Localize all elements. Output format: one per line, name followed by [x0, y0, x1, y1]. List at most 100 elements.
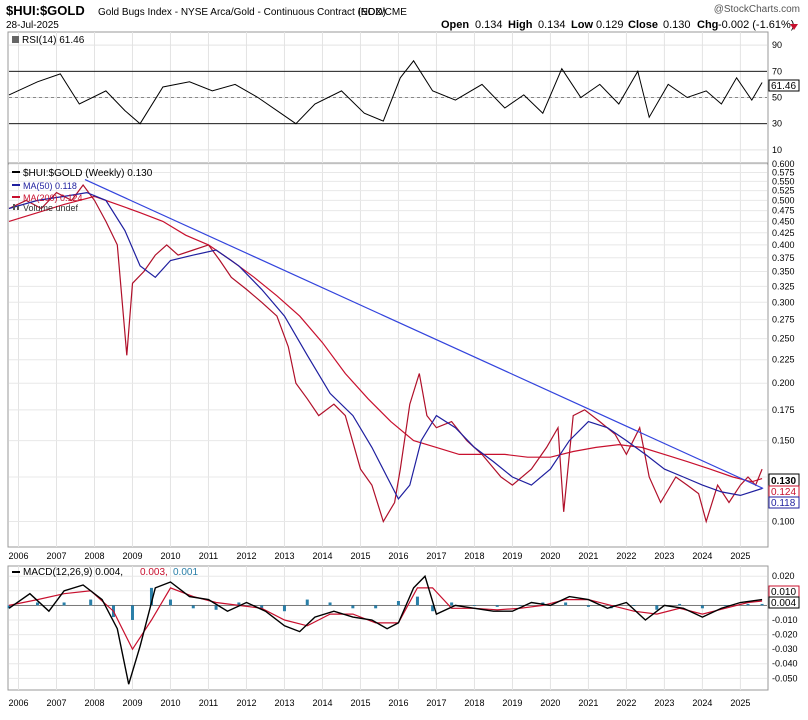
rsi-panel	[8, 59, 767, 125]
price-tick-label: 0.150	[772, 436, 795, 446]
x-tick-label: 2016	[388, 698, 408, 708]
price-tick-label: 0.425	[772, 228, 795, 238]
ma200-line	[8, 195, 763, 483]
x-tick-label: 2022	[616, 698, 636, 708]
rsi-legend: RSI(14) 61.46	[12, 35, 85, 46]
price-value-tags: 0.130 0.124 0.118	[768, 473, 800, 509]
macd-histogram-bar	[586, 605, 590, 607]
macd-histogram-bar	[7, 605, 11, 609]
price-tick-label: 0.200	[772, 378, 795, 388]
x-tick-label: 2019	[502, 698, 522, 708]
x-tick-label: 2023	[654, 551, 674, 561]
x-tick-label: 2020	[540, 551, 560, 561]
macd-histogram-bar	[518, 605, 522, 606]
x-tick-label: 2013	[274, 551, 294, 561]
x-tick-label: 2014	[312, 551, 332, 561]
price-tick-label: 0.525	[772, 186, 795, 196]
legend-volume-swatch	[13, 204, 15, 210]
x-tick-label: 2015	[350, 551, 370, 561]
price-tick-label: 0.475	[772, 206, 795, 216]
macd-histogram-bar	[237, 602, 241, 606]
macd-histogram-bar	[655, 605, 659, 610]
x-tick-label: 2019	[502, 551, 522, 561]
chg-label: Chg	[697, 19, 718, 31]
x-tick-label: 2011	[199, 551, 218, 561]
macd-histogram-bar	[130, 605, 134, 620]
price-tick-label: 0.175	[772, 405, 795, 415]
ma50-current-value: 0.118	[771, 498, 796, 509]
macd-histogram-bar	[678, 603, 682, 606]
macd-histogram-bar	[632, 605, 636, 606]
legend-histogram: 0.001	[173, 567, 198, 578]
x-tick-label: 2016	[388, 551, 408, 561]
macd-histogram-bar	[191, 605, 195, 609]
x-tick-label: 2024	[692, 551, 712, 561]
price-tick-label: 0.400	[772, 240, 795, 250]
date-label: 28-Jul-2025	[6, 20, 59, 31]
macd-histogram-bar	[149, 587, 153, 606]
macd-histogram-bar	[282, 605, 286, 612]
low-value: 0.129	[596, 19, 624, 31]
macd-tick-label: -0.040	[772, 659, 798, 669]
price-tick-label: 0.600	[772, 159, 795, 169]
x-tick-label: 2022	[616, 551, 636, 561]
x-tick-label: 2007	[46, 551, 66, 561]
x-tick-label: 2025	[730, 551, 750, 561]
x-tick-label: 2021	[578, 698, 598, 708]
macd-histogram-bar	[415, 596, 419, 606]
close-label: Close	[628, 19, 658, 31]
rsi-tick-label: 50	[772, 93, 782, 103]
macd-histogram-bar	[760, 603, 764, 606]
macd-histogram-bar	[214, 605, 218, 610]
x-tick-label: 2023	[654, 698, 674, 708]
rsi-value-tag: 61.46	[768, 79, 800, 92]
x-tick-label: 2013	[274, 698, 294, 708]
chart-header: $HUI:$GOLD Gold Bugs Index - NYSE Arca/G…	[6, 3, 800, 31]
price-tick-label: 0.300	[772, 297, 795, 307]
high-label: High	[508, 19, 533, 31]
x-tick-label: 2025	[730, 698, 750, 708]
rsi-reference-lines	[9, 70, 767, 125]
macd-panel-frame	[7, 565, 769, 691]
legend-volume: Volume undef	[23, 203, 79, 213]
x-tick-label: 2009	[122, 551, 142, 561]
macd-histogram-bar	[35, 602, 39, 606]
x-tick-label: 2015	[350, 698, 370, 708]
x-axis-bottom: 2006 2007 2008 2009 2010 2011 2012 2013 2014 2015…	[8, 698, 750, 708]
x-tick-label: 2017	[426, 698, 446, 708]
macd-histogram-bar	[746, 603, 750, 606]
price-tick-label: 0.450	[772, 216, 795, 226]
macd-histogram-bar	[89, 599, 93, 606]
rsi-line	[8, 59, 763, 125]
macd-histogram	[7, 587, 764, 620]
price-panel	[8, 179, 764, 524]
trend-line	[84, 179, 764, 490]
legend-ma50: MA(50) 0.118	[23, 181, 77, 191]
high-value: 0.134	[538, 19, 566, 31]
macd-tick-label: 0.020	[772, 571, 795, 581]
macd-tag-upper: 0.010	[771, 587, 796, 598]
close-value: 0.130	[663, 19, 691, 31]
macd-histogram-bar	[305, 599, 309, 606]
legend-ma200: MA(200) 0.124	[23, 193, 83, 203]
macd-tick-label: -0.030	[772, 644, 798, 654]
open-label: Open	[441, 19, 469, 31]
x-tick-label: 2018	[464, 698, 484, 708]
x-tick-label: 2006	[8, 551, 28, 561]
low-label: Low	[571, 19, 593, 31]
down-triangle-icon	[790, 24, 798, 30]
price-tick-label: 0.575	[772, 167, 795, 177]
ma50-line	[8, 191, 763, 500]
price-tick-label: 0.225	[772, 355, 795, 365]
rsi-legend-text: RSI(14) 61.46	[22, 35, 85, 46]
x-tick-label: 2017	[426, 551, 446, 561]
price-tick-label: 0.550	[772, 176, 795, 186]
watermark: @StockCharts.com	[714, 4, 800, 15]
rsi-tick-label: 90	[772, 40, 782, 50]
x-tick-label: 2008	[84, 698, 104, 708]
x-tick-label: 2007	[46, 698, 66, 708]
price-tick-label: 0.325	[772, 281, 795, 291]
x-tick-label: 2018	[464, 551, 484, 561]
x-tick-label: 2011	[199, 698, 218, 708]
